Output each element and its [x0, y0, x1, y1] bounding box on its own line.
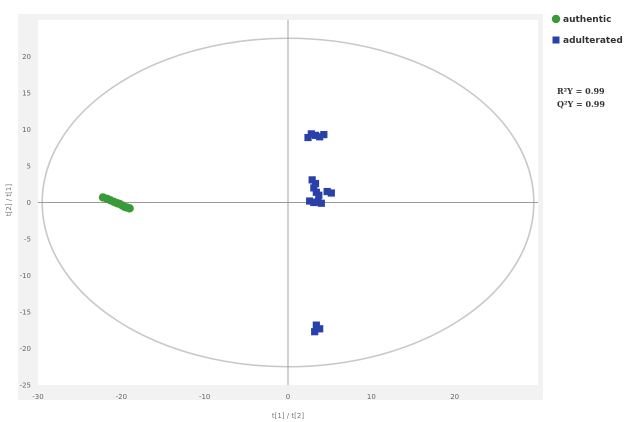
adulterated-point [317, 199, 325, 207]
y-tick-label: -10 [20, 272, 31, 280]
points-layer [98, 130, 335, 336]
legend-adulterated-marker [552, 36, 560, 44]
adulterated-point [316, 133, 324, 141]
adulterated-point [315, 191, 323, 199]
adulterated-point [308, 176, 316, 184]
y-tick-label: 20 [22, 53, 31, 61]
r2y-annotation: R²Y = 0.99 [557, 86, 605, 96]
authentic-point [125, 204, 134, 213]
ticks-layer: -30 -20 -10 0 10 20 20 15 10 5 0 -5 -10 -15 -20 -25 [20, 53, 460, 401]
legend-authentic-label: authentic [563, 15, 611, 25]
y-tick-label: -15 [20, 309, 31, 317]
legend: authentic adulterated [551, 14, 623, 46]
x-tick-label: -30 [32, 393, 43, 401]
adulterated-point [316, 325, 324, 333]
adulterated-point [307, 130, 315, 138]
x-tick-label: 0 [286, 393, 290, 401]
y-tick-label: -5 [24, 236, 31, 244]
x-tick-label: 20 [450, 393, 459, 401]
adulterated-point [327, 189, 335, 197]
adulterated-point [311, 179, 320, 188]
y-tick-label: 0 [27, 199, 31, 207]
x-axis-title: t[1] / t[2] [272, 412, 304, 420]
x-tick-label: 10 [367, 393, 376, 401]
y-axis-title: t[2] / t[1] [5, 184, 13, 216]
x-tick-label: -20 [116, 393, 127, 401]
adulterated-point [323, 187, 331, 196]
adulterated-point [306, 197, 314, 205]
q2y-annotation: Q²Y = 0.99 [557, 99, 605, 109]
adulterated-point [312, 321, 320, 329]
adulterated-point [310, 184, 318, 192]
legend-authentic-marker [551, 14, 561, 24]
adulterated-point [311, 131, 320, 139]
adulterated-point [311, 328, 319, 336]
y-tick-label: 15 [22, 90, 31, 98]
adulterated-point [320, 131, 328, 139]
adulterated-point [310, 198, 318, 207]
y-tick-label: 5 [27, 163, 31, 171]
adulterated-point [304, 133, 312, 142]
x-tick-label: -10 [199, 393, 210, 401]
y-tick-label: -25 [20, 382, 31, 390]
y-tick-label: -20 [20, 345, 31, 353]
legend-adulterated-label: adulterated [563, 36, 623, 46]
y-tick-label: 10 [22, 126, 31, 134]
